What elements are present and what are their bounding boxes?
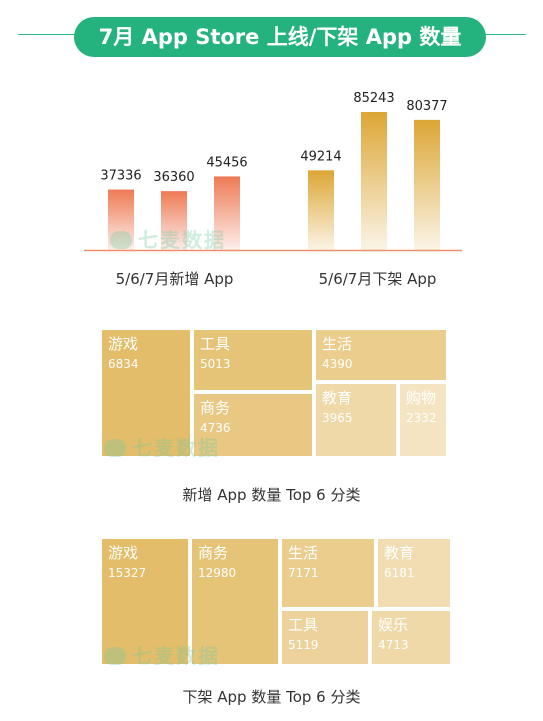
bar-value-label: 37336 bbox=[100, 169, 141, 184]
cat-logo-icon bbox=[104, 647, 126, 665]
title-rule-right bbox=[482, 34, 526, 35]
bar-removed-1 bbox=[308, 170, 334, 250]
bar-removed-2 bbox=[361, 112, 387, 250]
treemap-new-title: 新增 App 数量 Top 6 分类 bbox=[182, 486, 361, 504]
cat-logo-icon bbox=[110, 231, 132, 249]
treemap-removed-cell-games: 游戏 15327 bbox=[100, 537, 190, 666]
treemap-new-cell-education: 教育 3965 bbox=[314, 382, 398, 458]
bar-removed-3 bbox=[414, 119, 440, 250]
bar-new-1 bbox=[108, 189, 134, 250]
bar-chart: 37336 36360 45456 49214 85243 80377 bbox=[84, 91, 462, 252]
treemap-removed-cell-education: 教育 6181 bbox=[376, 537, 452, 609]
treemap-new-cell-business: 商务 4736 bbox=[192, 392, 314, 458]
cat-logo-icon bbox=[104, 439, 126, 457]
bar-value-label: 36360 bbox=[153, 170, 194, 185]
removed-group-label: 5/6/7月下架 App bbox=[318, 270, 437, 288]
bar-new-2 bbox=[161, 191, 187, 250]
bar-value-label: 45456 bbox=[206, 155, 247, 170]
treemap-new-cell-tools: 工具 5013 bbox=[192, 328, 314, 392]
watermark-1: 七麦数据 bbox=[110, 224, 226, 253]
treemap-new-cell-shopping: 购物 2332 bbox=[398, 382, 448, 458]
treemap-removed-title: 下架 App 数量 Top 6 分类 bbox=[182, 688, 361, 706]
page-title: 7月 App Store 上线/下架 App 数量 bbox=[74, 17, 486, 57]
watermark-3: 七麦数据 bbox=[104, 640, 220, 669]
bar-value-label: 49214 bbox=[300, 149, 341, 164]
treemap-removed-cell-life: 生活 7171 bbox=[280, 537, 376, 609]
title-rule-left bbox=[18, 34, 78, 35]
treemap-removed-cell-business: 商务 12980 bbox=[190, 537, 280, 666]
bar-value-label: 80377 bbox=[406, 99, 447, 114]
new-group-label: 5/6/7月新增 App bbox=[115, 270, 234, 288]
treemap-removed-cell-entertainment: 娱乐 4713 bbox=[370, 609, 452, 666]
treemap-removed-cell-tools: 工具 5119 bbox=[280, 609, 370, 666]
treemap-new-cell-games: 游戏 6834 bbox=[100, 328, 192, 458]
bar-new-3 bbox=[214, 176, 240, 250]
watermark-2: 七麦数据 bbox=[104, 432, 220, 461]
bar-value-label: 85243 bbox=[353, 91, 394, 106]
treemap-new-cell-life: 生活 4390 bbox=[314, 328, 448, 382]
